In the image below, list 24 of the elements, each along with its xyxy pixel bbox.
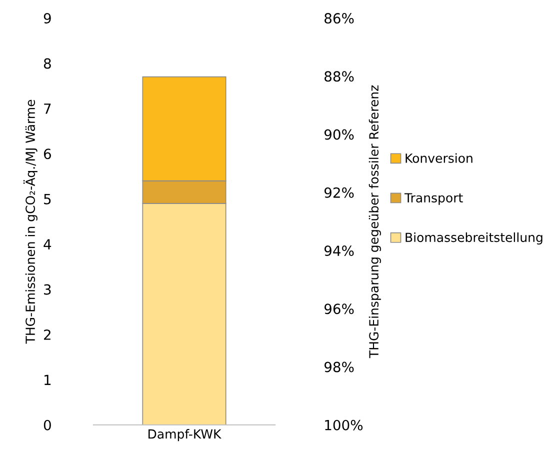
y-tick-label: 9 <box>44 13 51 24</box>
y2-tick-label: 94% <box>324 246 354 256</box>
y2-tick-label: 92% <box>324 187 354 198</box>
y2-axis-title: THG-Einsparung gegeüber fossiler Referenz <box>368 85 381 358</box>
y-tick-label: 5 <box>44 194 51 204</box>
y2-tick-label: 96% <box>324 304 354 314</box>
y2-tick-label: 88% <box>324 71 354 82</box>
legend-label: Transport <box>404 193 463 205</box>
y-tick-label: 4 <box>44 239 52 250</box>
legend-label: Konversion <box>406 153 472 163</box>
y2-tick-label: 100% <box>325 420 363 430</box>
y-tick-label: 1 <box>44 374 51 385</box>
y-axis-title: THG-Emissionen in gCO₂-Äq./MJ Wärme <box>23 100 38 344</box>
x-tick-label: Dampf-KWK <box>148 429 222 442</box>
y-tick-label: 0 <box>44 420 51 430</box>
y-tick-label: 7 <box>44 104 51 114</box>
y-tick-label: 6 <box>44 148 51 160</box>
y2-tick-label: 90% <box>324 129 354 140</box>
y-tick-label: 2 <box>44 329 50 340</box>
legend-label: Biomassebreitstellung <box>406 232 542 245</box>
y-tick-label: 3 <box>44 284 51 295</box>
y-tick-label: 8 <box>44 58 51 69</box>
y2-tick-label: 98% <box>324 362 354 372</box>
y2-tick-label: 86% <box>324 13 354 24</box>
